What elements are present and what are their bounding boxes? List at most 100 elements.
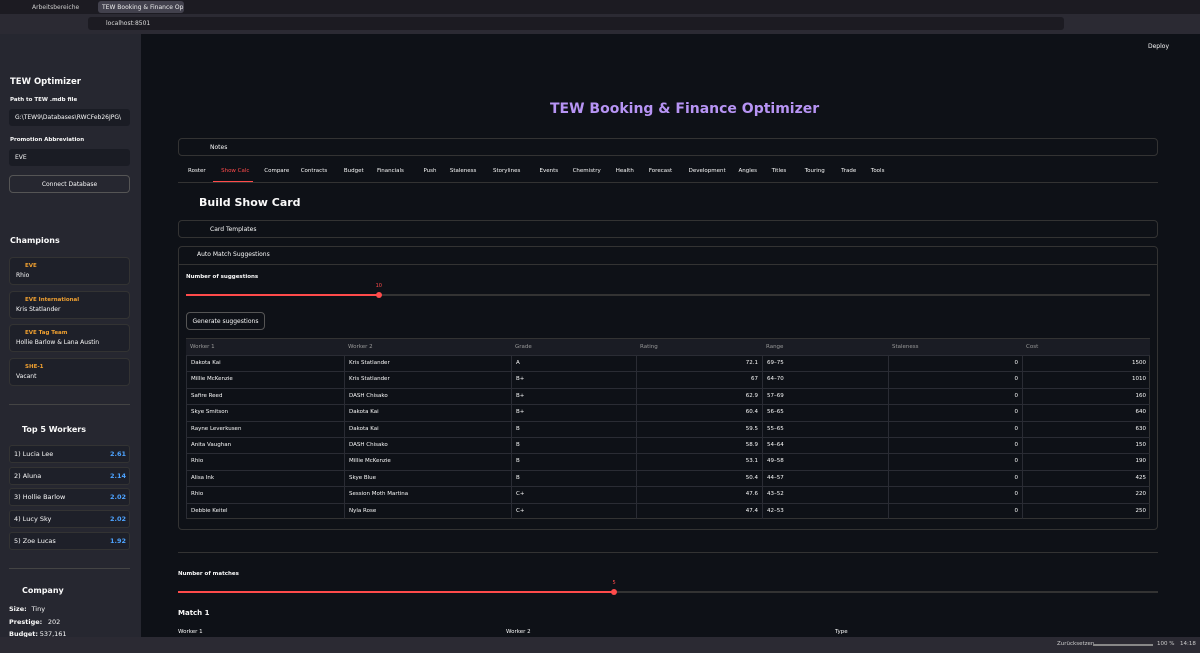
- table-cell: DASH Chisako: [344, 387, 511, 405]
- column-header: Rating: [636, 339, 762, 355]
- slider-thumb[interactable]: [611, 589, 618, 595]
- table-cell: Millie McKenzie: [186, 371, 344, 388]
- tab[interactable]: Titles: [771, 168, 787, 174]
- slider-track[interactable]: [186, 294, 1150, 296]
- section-title: Top 5 Workers: [22, 425, 86, 434]
- table-cell: Nyla Rose: [344, 502, 511, 519]
- table-cell: B: [511, 453, 636, 470]
- company-value: 537,161: [39, 630, 67, 638]
- tab[interactable]: Development: [688, 168, 726, 174]
- divider: [9, 404, 130, 405]
- table-cell: B+: [511, 371, 636, 388]
- table-cell: Anita Vaughan: [186, 437, 344, 454]
- status-bar: [0, 637, 1200, 653]
- expander[interactable]: Notes: [178, 138, 1158, 156]
- tab[interactable]: Health: [615, 168, 634, 174]
- worker-name: 3) Hollie Barlow: [14, 493, 66, 502]
- label: Path to TEW .mdb file: [10, 97, 78, 103]
- row-border: [186, 355, 1150, 356]
- deploy-button[interactable]: Deploy: [1148, 43, 1170, 50]
- label: Number of matches: [178, 571, 239, 577]
- section-heading: Build Show Card: [199, 196, 301, 209]
- champion-title: EVE International: [25, 296, 80, 303]
- label: Promotion Abbreviation: [10, 137, 85, 143]
- table-cell: A: [511, 355, 636, 372]
- table-cell: 67: [636, 371, 762, 388]
- tab[interactable]: Tools: [870, 168, 885, 174]
- tab[interactable]: Financials: [376, 168, 404, 174]
- worker-name: 2) Aluna: [14, 471, 42, 480]
- slider-fill: [186, 294, 379, 296]
- table-cell: DASH Chisako: [344, 437, 511, 454]
- status-reset[interactable]: Zurücksetzen: [1057, 641, 1095, 647]
- table-cell: 54–64: [762, 437, 888, 454]
- table-cell: C+: [511, 502, 636, 519]
- table-cell: 42–53: [762, 502, 888, 519]
- tab[interactable]: Forecast: [648, 168, 673, 174]
- worker-name: 1) Lucia Lee: [14, 450, 54, 458]
- tab[interactable]: Arbeitsbereiche: [32, 4, 80, 11]
- row-border: [186, 420, 1150, 422]
- tab[interactable]: Chemistry: [572, 168, 601, 174]
- row-border: [186, 453, 1150, 455]
- field-label: Worker 1: [178, 629, 203, 635]
- url-field[interactable]: localhost:8501: [88, 17, 1064, 30]
- company-label: Prestige:: [9, 617, 43, 626]
- company-label: Budget:: [9, 630, 39, 638]
- button[interactable]: Generate suggestions: [186, 312, 265, 330]
- table-cell: 0: [888, 437, 1022, 454]
- tab[interactable]: Staleness: [449, 168, 477, 174]
- table-cell: C+: [511, 486, 636, 503]
- tab[interactable]: Push: [423, 168, 437, 174]
- column-header: Worker 2: [344, 339, 511, 355]
- expander[interactable]: Card Templates: [178, 220, 1158, 238]
- zoom-slider: [1093, 644, 1153, 646]
- expander-header[interactable]: Auto Match Suggestions: [197, 251, 270, 258]
- worker-score: 2.61: [109, 450, 126, 458]
- table-cell: 56–65: [762, 404, 888, 421]
- slider-track[interactable]: [178, 591, 1158, 593]
- table-cell: Safire Reed: [186, 387, 344, 405]
- row-border: [186, 371, 1150, 373]
- table-cell: Kris Statlander: [344, 355, 511, 372]
- table-cell: Skye Blue: [344, 469, 511, 487]
- table-cell: B+: [511, 387, 636, 405]
- champion-card: [9, 257, 130, 285]
- table-cell: 50.4: [636, 469, 762, 487]
- tab[interactable]: Events: [539, 168, 559, 174]
- worker-name: 4) Lucy Sky: [14, 515, 52, 524]
- tab[interactable]: Compare: [264, 168, 290, 174]
- text-input[interactable]: EVE: [9, 149, 130, 166]
- tab[interactable]: Touring: [804, 168, 825, 174]
- table-cell: Skye Smitson: [186, 404, 344, 421]
- tab[interactable]: Contracts: [300, 168, 328, 174]
- table-cell: 62.9: [636, 387, 762, 405]
- champion-holder: Rhio: [16, 272, 30, 279]
- worker-score: 1.92: [109, 536, 126, 545]
- text-input[interactable]: G:\TEW9\Databases\RWCFeb26JPG\: [9, 109, 130, 126]
- table-cell: Kris Statlander: [344, 371, 511, 388]
- table-cell: 64–70: [762, 371, 888, 388]
- tab[interactable]: Trade: [841, 168, 857, 174]
- tab[interactable]: Roster: [188, 168, 206, 174]
- tab[interactable]: Storylines: [493, 168, 521, 174]
- tab[interactable]: TEW Booking & Finance Op: [98, 1, 184, 13]
- slider-value: 5: [612, 580, 616, 586]
- table-cell: Dakota Kai: [186, 355, 344, 372]
- button[interactable]: Connect Database: [9, 175, 130, 193]
- table-cell: 69–75: [762, 355, 888, 372]
- table-cell: 58.9: [636, 437, 762, 454]
- table-cell: 1500: [1022, 355, 1150, 372]
- table-cell: 53.1: [636, 453, 762, 470]
- slider-thumb[interactable]: [375, 292, 382, 298]
- worker-score: 2.02: [109, 515, 126, 524]
- row-border: [186, 486, 1150, 488]
- tab[interactable]: Budget: [343, 168, 364, 174]
- tab-border: [178, 182, 1158, 183]
- tab[interactable]: Angles: [738, 168, 758, 174]
- table-cell: B: [511, 437, 636, 454]
- tab[interactable]: Show Calc: [221, 168, 250, 174]
- table-cell: 250: [1022, 502, 1150, 519]
- row-border: [186, 404, 1150, 406]
